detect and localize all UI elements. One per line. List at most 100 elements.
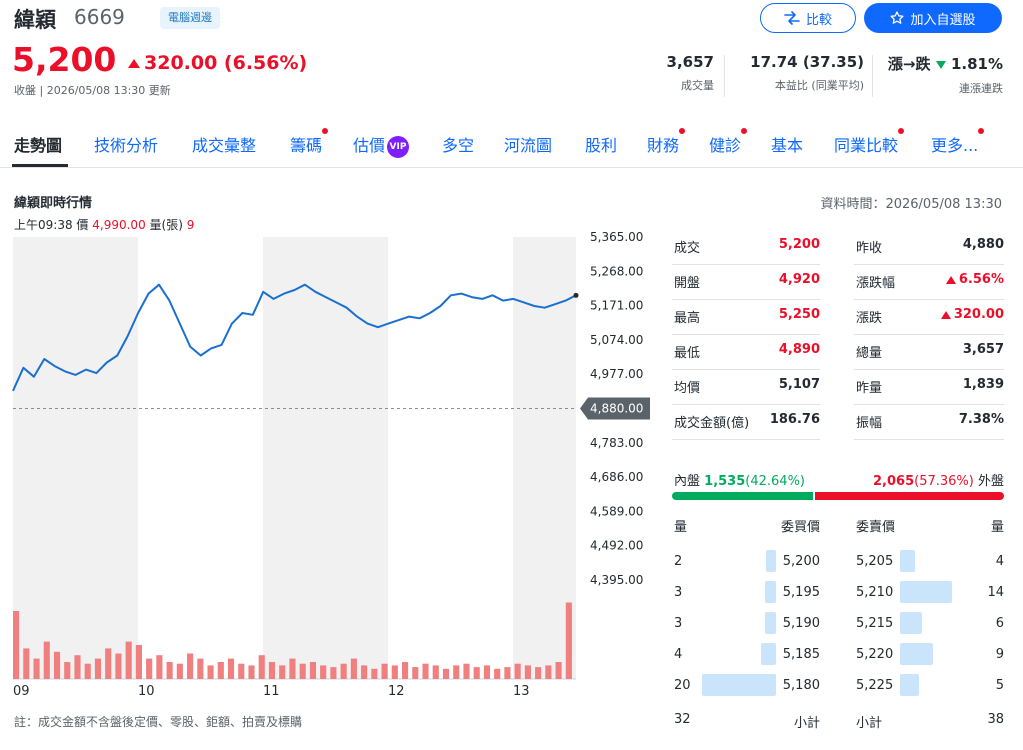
quote-key: 漲跌 (856, 311, 883, 326)
tab-dividend[interactable]: 股利 (585, 136, 618, 155)
quote-value: 186.76 (770, 412, 820, 427)
volume-bar (84, 663, 91, 679)
y-tick-label: 4,492.00 (590, 539, 643, 553)
volume-bar (340, 663, 347, 679)
pe-label: 本益比 (同業平均) (774, 79, 864, 92)
volume-bar (350, 658, 357, 679)
streak-pct: 1.81% (950, 55, 1003, 73)
volume-bar (565, 602, 572, 679)
ask-qty: 6 (995, 616, 1004, 631)
outer-value: 2,065 (873, 474, 915, 489)
ask-depth-bar (900, 581, 952, 603)
inner-label: 內盤 (674, 474, 701, 489)
hover-price-label: 價 (76, 218, 89, 232)
volume-bar (289, 658, 296, 679)
bid-price-header: 委買價 (780, 520, 820, 535)
compare-button[interactable]: 比較 (760, 3, 856, 33)
reference-price-tag: 4,880.00 (580, 397, 650, 420)
quote-row: 振幅 7.38% (854, 405, 1004, 440)
order-book-totals: 32 小計 小計 38 (672, 710, 1004, 734)
tab-trades[interactable]: 成交彙整 (192, 136, 257, 155)
last-price-dot (573, 292, 579, 298)
ask-price: 5,220 (856, 647, 894, 662)
y-tick-label: 4,395.00 (590, 573, 643, 587)
ask-total: 38 (987, 712, 1004, 727)
quote-key: 昨收 (856, 241, 883, 256)
up-arrow-icon (945, 275, 956, 284)
tab-health[interactable]: 健診 (709, 128, 748, 156)
volume-bar (545, 665, 552, 679)
volume-bar (432, 665, 439, 679)
tab-river[interactable]: 河流圖 (504, 136, 553, 155)
quote-value: 320.00 (940, 307, 1004, 322)
volume-bar (197, 658, 204, 679)
compare-icon (784, 11, 800, 25)
streak-value: 漲→跌 1.81% (888, 53, 1003, 74)
quote-value: 4,890 (779, 342, 820, 357)
tab-financials[interactable]: 財務 (647, 128, 686, 156)
volume-bar (299, 663, 306, 679)
active-tab-underline (12, 164, 68, 167)
tab-trend[interactable]: 走勢圖 (14, 136, 63, 155)
add-watchlist-label: 加入自選股 (910, 12, 976, 28)
quote-value-text: 6.56% (958, 272, 1004, 287)
volume-bar (483, 665, 491, 679)
ask-qty: 9 (995, 647, 1004, 662)
volume-bar (146, 658, 153, 679)
volume-bar (74, 655, 81, 679)
ask-depth-bar (900, 612, 923, 634)
stock-code: 6669 (74, 5, 125, 29)
outer-pct: (57.36%) (914, 474, 974, 489)
quote-value: 3,657 (963, 342, 1004, 357)
tab-long-short[interactable]: 多空 (442, 136, 475, 155)
tab-chips[interactable]: 籌碼 (290, 128, 329, 156)
industry-tag[interactable]: 電腦週邊 (160, 7, 220, 29)
bid-depth-bar (764, 612, 776, 634)
ask-depth-bar (900, 674, 919, 696)
order-book-row: 2 5,200 5,205 4 (672, 546, 1004, 577)
hover-info: 上午09:38 價 4,990.00 量(張) 9 (14, 216, 194, 233)
intraday-chart[interactable]: 5,365.00 5,268.00 5,171.00 5,074.00 4,977.00… (0, 232, 660, 707)
quote-row: 均價 5,107 (672, 370, 820, 405)
quote-value: 7.38% (959, 412, 1004, 427)
volume-bar (524, 665, 531, 679)
tab-technical[interactable]: 技術分析 (94, 136, 159, 155)
bid-qty: 4 (674, 647, 683, 662)
notification-dot (741, 128, 748, 134)
volume-bar (422, 663, 429, 679)
notification-dot (898, 128, 905, 134)
order-book-row: 4 5,185 5,220 9 (672, 639, 1004, 670)
quote-row: 昨收 4,880 (854, 230, 1004, 265)
pe-stat: 17.74 (37.35) 本益比 (同業平均) (750, 53, 864, 93)
quote-value: 6.56% (945, 272, 1004, 287)
quote-key: 昨量 (856, 381, 883, 396)
bid-price: 5,180 (782, 678, 820, 693)
quote-value: 1,839 (963, 377, 1004, 392)
inner-outer-bar (672, 492, 1004, 500)
tab-more[interactable]: 更多... (931, 128, 985, 156)
volume-bar (217, 662, 224, 679)
order-book-row: 3 5,190 5,215 6 (672, 608, 1004, 639)
volume-bar (268, 662, 276, 679)
inner-volume: 內盤 1,535(42.64%) (674, 470, 805, 489)
hover-vol: 9 (186, 218, 195, 232)
quote-key: 漲跌幅 (856, 276, 896, 291)
bid-depth-bar (702, 674, 776, 696)
notification-dot (322, 128, 329, 134)
bid-price: 5,195 (782, 585, 820, 600)
tab-basic[interactable]: 基本 (771, 136, 804, 155)
bid-price: 5,185 (782, 647, 820, 662)
quote-value-text: 1,839 (962, 377, 1004, 392)
quote-key: 最低 (674, 346, 701, 361)
tab-peer-compare[interactable]: 同業比較 (834, 128, 905, 156)
volume-bar (555, 662, 562, 679)
star-icon (890, 11, 905, 24)
add-watchlist-button[interactable]: 加入自選股 (864, 3, 1002, 33)
streak-text: 漲→跌 (887, 55, 936, 73)
ask-depth-bar (900, 643, 934, 665)
quote-value-text: 5,107 (778, 377, 820, 392)
current-price: 5,200 (12, 40, 117, 79)
tab-valuation[interactable]: 估價 VIP (353, 132, 410, 158)
quote-row: 成交金額(億) 186.76 (672, 405, 820, 440)
bid-qty: 3 (674, 585, 683, 600)
